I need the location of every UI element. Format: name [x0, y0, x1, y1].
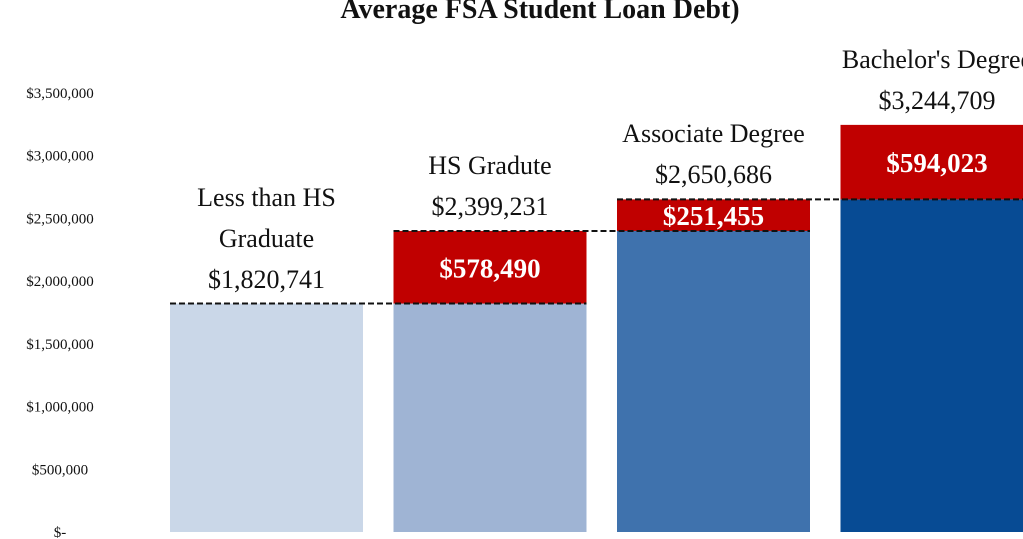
bar-segment: [393, 303, 587, 532]
y-tick-label: $-: [54, 525, 67, 539]
y-tick-label: $2,000,000: [26, 274, 94, 290]
total-label: $2,399,231: [431, 191, 549, 221]
y-tick-label: $1,500,000: [26, 337, 94, 353]
y-tick-label: $2,500,000: [26, 211, 94, 227]
bar-value-label: $578,490: [439, 253, 540, 283]
total-label: $3,244,709: [878, 85, 996, 115]
total-label: $2,650,686: [655, 160, 772, 190]
category-label: HS Gradute: [428, 150, 552, 180]
bar-segment: [617, 199, 810, 231]
category-label-group: Associate Degree $2,650,686: [614, 113, 814, 195]
category-label: Less than HS Graduate: [197, 182, 336, 253]
bar-segment: [840, 199, 1023, 532]
bar-segment: [617, 230, 810, 532]
y-tick-label: $1,000,000: [26, 400, 94, 416]
bar-segment: [840, 124, 1023, 200]
y-tick-label: $3,500,000: [26, 86, 94, 102]
category-label-group: HS Gradute $2,399,231: [390, 145, 590, 227]
bar-segment: [170, 303, 363, 532]
total-label: $1,820,741: [208, 264, 325, 294]
category-label: Associate Degree: [622, 119, 805, 149]
category-label: Bachelor's Degree: [841, 44, 1023, 74]
category-label-group: Less than HS Graduate $1,820,741: [167, 177, 367, 300]
bar-segment: [393, 230, 587, 304]
y-tick-label: $500,000: [32, 462, 88, 478]
bar-value-label: $594,023: [886, 148, 987, 178]
chart-title: Average FSA Student Loan Debt): [340, 0, 739, 25]
y-tick-label: $3,000,000: [26, 149, 94, 165]
category-label-group: Bachelor's Degree $3,244,709: [837, 39, 1023, 121]
bar-value-label: $251,455: [663, 201, 764, 231]
